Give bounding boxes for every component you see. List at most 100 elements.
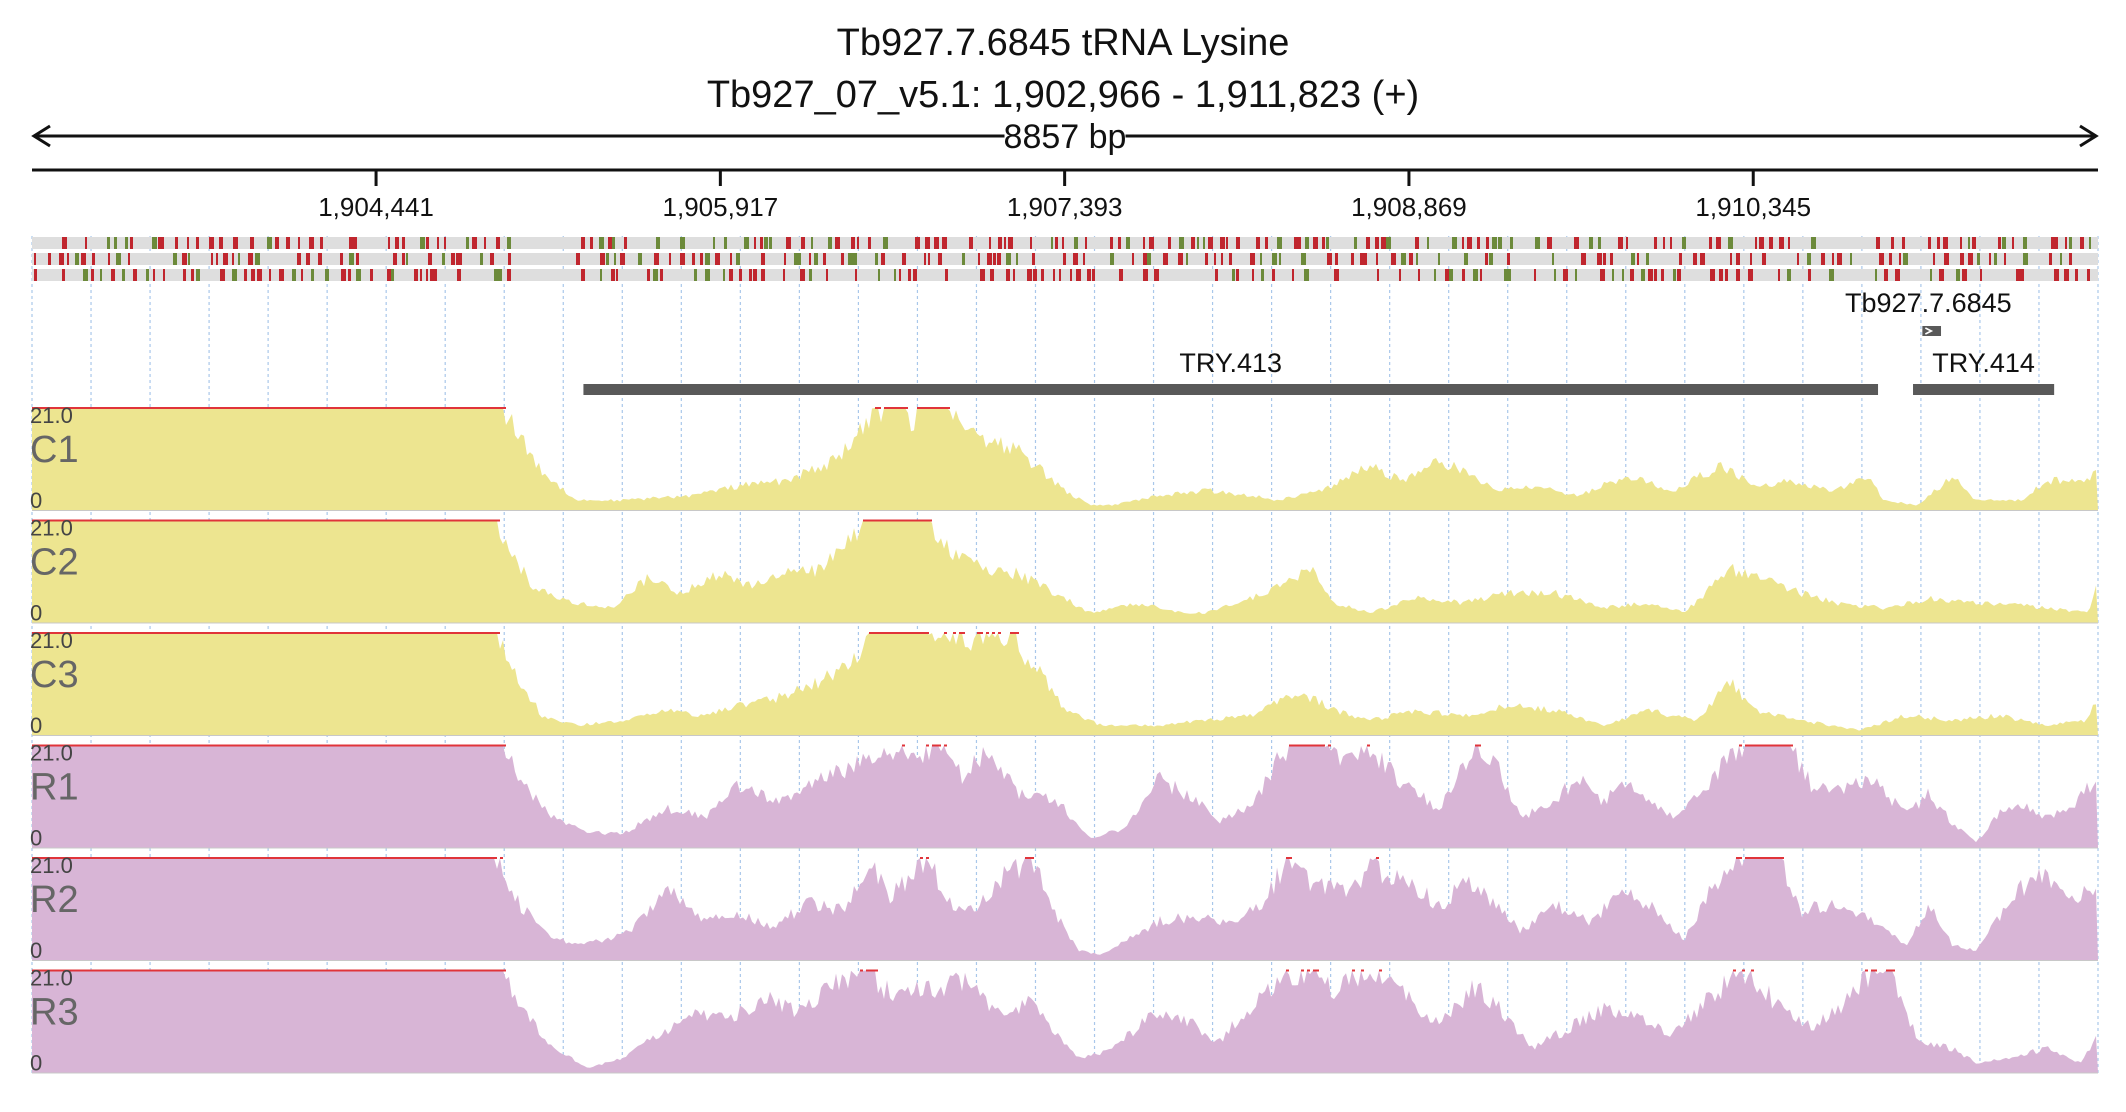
variant-mark <box>248 253 253 265</box>
variant-mark <box>902 253 906 265</box>
variant-mark <box>1994 253 1997 265</box>
variant-mark <box>1092 269 1095 281</box>
variant-mark <box>420 269 422 281</box>
variant-mark <box>122 269 125 281</box>
variant-mark <box>507 237 511 249</box>
variant-mark <box>2002 237 2006 249</box>
variant-mark <box>934 237 939 249</box>
variant-mark <box>835 237 840 249</box>
variant-mark <box>1438 253 1440 265</box>
variant-mark <box>2075 269 2078 281</box>
variant-mark <box>1709 237 1712 249</box>
variant-mark <box>1366 237 1370 249</box>
variant-mark <box>1933 253 1935 265</box>
track-name: R2 <box>30 879 79 921</box>
variant-mark <box>1252 269 1254 281</box>
variant-mark <box>924 253 926 265</box>
variant-mark <box>654 253 659 265</box>
variant-mark <box>114 237 117 249</box>
variant-mark <box>391 269 394 281</box>
coverage-area <box>32 745 2098 848</box>
variant-mark <box>292 269 296 281</box>
variant-mark <box>638 253 642 265</box>
span-arrow-right <box>2079 124 2099 148</box>
variant-mark <box>267 237 272 249</box>
gene-label: Tb927.7.6845 <box>1845 288 2012 318</box>
variant-mark <box>875 253 878 265</box>
variant-mark <box>1477 237 1480 249</box>
ruler-tick-label: 1,904,441 <box>318 192 434 222</box>
variant-mark <box>34 253 36 265</box>
track-name: C2 <box>30 542 79 584</box>
variant-mark <box>1563 269 1568 281</box>
variant-mark <box>1354 237 1357 249</box>
variant-mark <box>353 237 357 249</box>
variant-mark <box>841 253 844 265</box>
variant-mark <box>1891 237 1894 249</box>
variant-mark <box>1597 253 1602 265</box>
variant-mark <box>444 237 446 249</box>
track-ymin-label: 0 <box>30 713 42 738</box>
variant-mark <box>420 237 425 249</box>
ruler-tick-label: 1,910,345 <box>1695 192 1811 222</box>
variant-mark <box>1087 269 1091 281</box>
variant-mark <box>1725 269 1728 281</box>
track-ymax-label: 21.0 <box>30 853 73 878</box>
variant-mark <box>814 253 818 265</box>
variant-mark <box>83 269 88 281</box>
variant-mark <box>2023 253 2028 265</box>
variant-mark <box>1272 253 1277 265</box>
variant-mark <box>1648 269 1653 281</box>
variant-mark <box>1073 253 1078 265</box>
track-ymin-label: 0 <box>30 938 42 963</box>
variant-mark <box>2020 269 2024 281</box>
variant-mark <box>1473 269 1478 281</box>
variant-mark <box>1956 269 1960 281</box>
variant-mark <box>507 269 511 281</box>
variant-mark <box>993 253 996 265</box>
variant-mark <box>908 269 911 281</box>
variant-mark <box>1452 237 1457 249</box>
variant-mark <box>2016 269 2021 281</box>
region-label: TRY.413 <box>1179 348 1282 378</box>
variant-mark <box>1654 269 1657 281</box>
variant-mark <box>1552 253 1554 265</box>
variant-mark <box>2012 237 2014 249</box>
variant-mark <box>925 237 930 249</box>
variant-mark <box>1600 269 1605 281</box>
variant-mark <box>1059 269 1061 281</box>
variant-mark <box>823 253 826 265</box>
variant-mark <box>430 269 434 281</box>
variant-mark <box>692 253 695 265</box>
variant-mark <box>1535 237 1540 249</box>
variant-mark <box>238 253 240 265</box>
variant-mark <box>1750 253 1752 265</box>
variant-mark <box>257 269 262 281</box>
variant-mark <box>1716 237 1721 249</box>
variant-mark <box>1062 237 1064 249</box>
variant-mark <box>915 237 920 249</box>
variant-mark <box>1485 253 1488 265</box>
variant-mark <box>1261 269 1264 281</box>
variant-mark <box>1977 253 1980 265</box>
variant-mark <box>769 237 772 249</box>
variant-mark <box>451 253 455 265</box>
variant-mark <box>1637 253 1639 265</box>
variant-mark <box>606 253 609 265</box>
variant-mark <box>1205 253 1208 265</box>
variant-mark <box>736 253 740 265</box>
variant-mark <box>724 237 727 249</box>
variant-mark <box>978 253 980 265</box>
strand-arrow-icon <box>1924 327 1934 335</box>
variant-mark <box>2060 253 2062 265</box>
variant-mark <box>1236 237 1240 249</box>
variant-mark <box>2023 237 2027 249</box>
variant-mark <box>426 237 429 249</box>
variant-mark <box>1807 253 1811 265</box>
variant-mark <box>1076 269 1081 281</box>
variant-mark <box>158 237 163 249</box>
variant-mark <box>1006 269 1010 281</box>
variant-mark <box>1215 269 1218 281</box>
variant-mark <box>998 237 1002 249</box>
variant-mark <box>81 253 86 265</box>
